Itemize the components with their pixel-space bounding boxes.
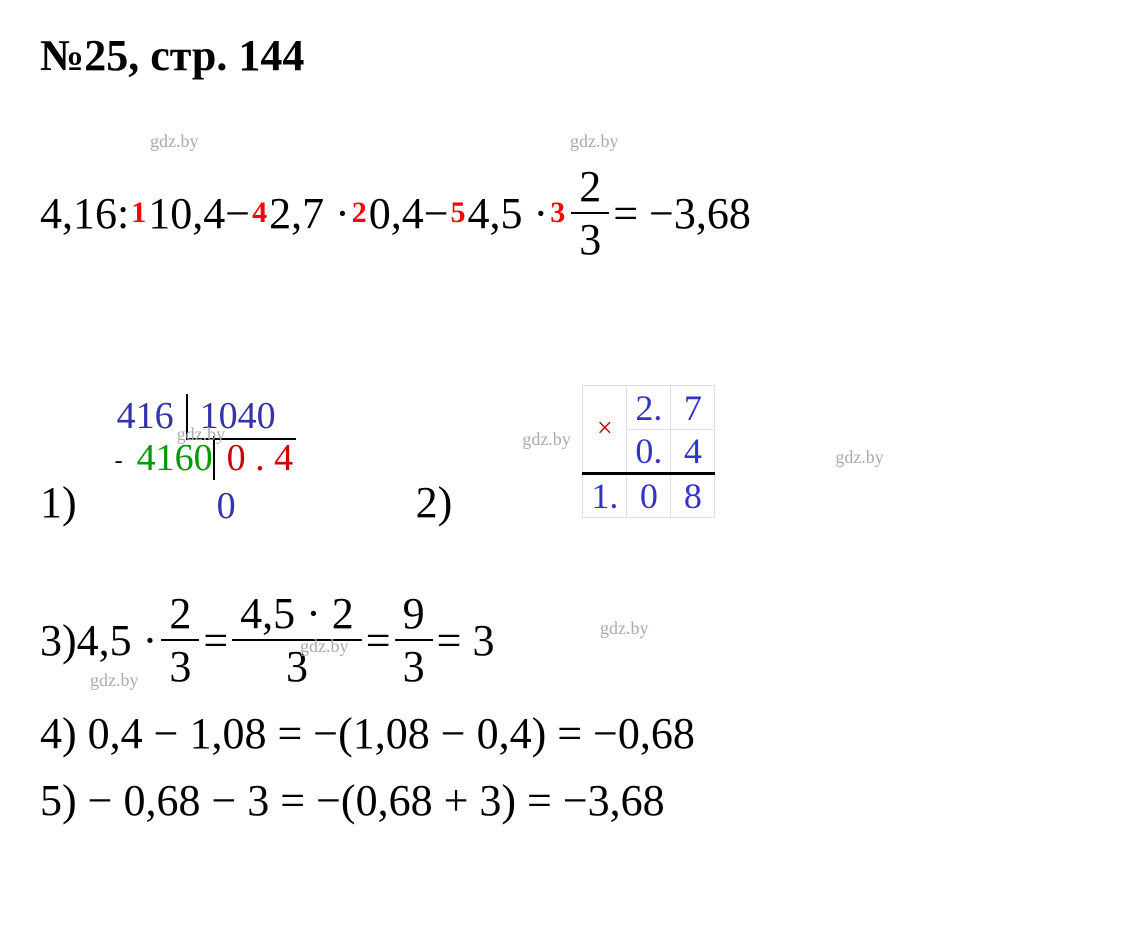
multiply-icon: × <box>583 386 627 474</box>
watermark: gdz.by <box>570 131 619 152</box>
long-division: 416 1040 - 4160 0 . 4 0 gdz.by <box>117 394 296 528</box>
equation-part: 2,7 · <box>269 188 350 239</box>
equation-part: 4,5 · <box>468 188 549 239</box>
calculations-row: 1) 416 1040 - 4160 0 . 4 0 gdz.by 2) gdz… <box>40 385 1082 528</box>
numerator: 9 <box>395 588 433 641</box>
mult-result-cell: 0 <box>627 474 671 518</box>
watermark: gdz.by <box>600 618 649 639</box>
fraction-2-3: 2 3 <box>571 161 609 265</box>
step-3-label: 3) <box>40 615 77 666</box>
equation-part: 10,4− <box>148 188 250 239</box>
dividend: 416 <box>117 394 186 440</box>
numerator: 2 <box>571 161 609 214</box>
denominator: 3 <box>395 641 433 692</box>
equals: = <box>366 615 391 666</box>
watermark: gdz.by <box>90 670 139 691</box>
multiplication-table: gdz.by × 2. 7 0. 4 1. 0 8 <box>582 385 715 528</box>
denominator: 3 <box>161 641 199 692</box>
watermark: gdz.by <box>150 131 199 152</box>
equation-line-3: 3) 4,5 · 2 3 = 4,5 · 2 3 = 9 3 = 3 gdz.b… <box>40 588 1082 692</box>
equation-part: 4,16: <box>40 188 129 239</box>
step-1-label: 1) <box>40 477 77 528</box>
superscript-2: 2 <box>352 196 367 230</box>
step-2-label: 2) <box>416 477 453 528</box>
numerator: 4,5 · 2 <box>232 588 362 641</box>
result: = 3 <box>437 615 495 666</box>
superscript-3: 3 <box>550 196 565 230</box>
superscript-5: 5 <box>451 196 466 230</box>
equation-line-1: gdz.by gdz.by 4,16: 1 10,4− 4 2,7 · 2 0,… <box>40 161 1082 265</box>
watermark: gdz.by <box>522 429 571 450</box>
watermark: gdz.by <box>177 424 226 445</box>
remainder: 0 <box>117 484 296 528</box>
denominator: 3 <box>571 214 609 265</box>
fraction: 2 3 <box>161 588 199 692</box>
mult-cell: 2. <box>627 386 671 430</box>
equation-line-5: 5) − 0,68 − 3 = −(0,68 + 3) = −3,68 <box>40 775 1082 826</box>
watermark: gdz.by <box>835 447 884 468</box>
superscript-4: 4 <box>252 196 267 230</box>
superscript-1: 1 <box>131 196 146 230</box>
page-title: №25, стр. 144 <box>40 30 1082 81</box>
mult-cell: 0. <box>627 430 671 474</box>
numerator: 2 <box>161 588 199 641</box>
fraction: 9 3 <box>395 588 433 692</box>
expr-part: 4,5 · <box>77 615 158 666</box>
mult-cell: 4 <box>671 430 715 474</box>
equation-line-4: 4) 0,4 − 1,08 = −(1,08 − 0,4) = −0,68 <box>40 708 1082 759</box>
mult-cell: 7 <box>671 386 715 430</box>
equals: = <box>203 615 228 666</box>
step-4-equation: 4) 0,4 − 1,08 = −(1,08 − 0,4) = −0,68 <box>40 708 695 759</box>
minus-icon: - <box>115 448 123 475</box>
equation-result: = −3,68 <box>613 188 751 239</box>
equation-part: 0,4− <box>369 188 449 239</box>
mult-result-cell: 8 <box>671 474 715 518</box>
step-5-equation: 5) − 0,68 − 3 = −(0,68 + 3) = −3,68 <box>40 775 665 826</box>
mult-result-cell: 1. <box>583 474 627 518</box>
watermark: gdz.by <box>300 636 349 657</box>
